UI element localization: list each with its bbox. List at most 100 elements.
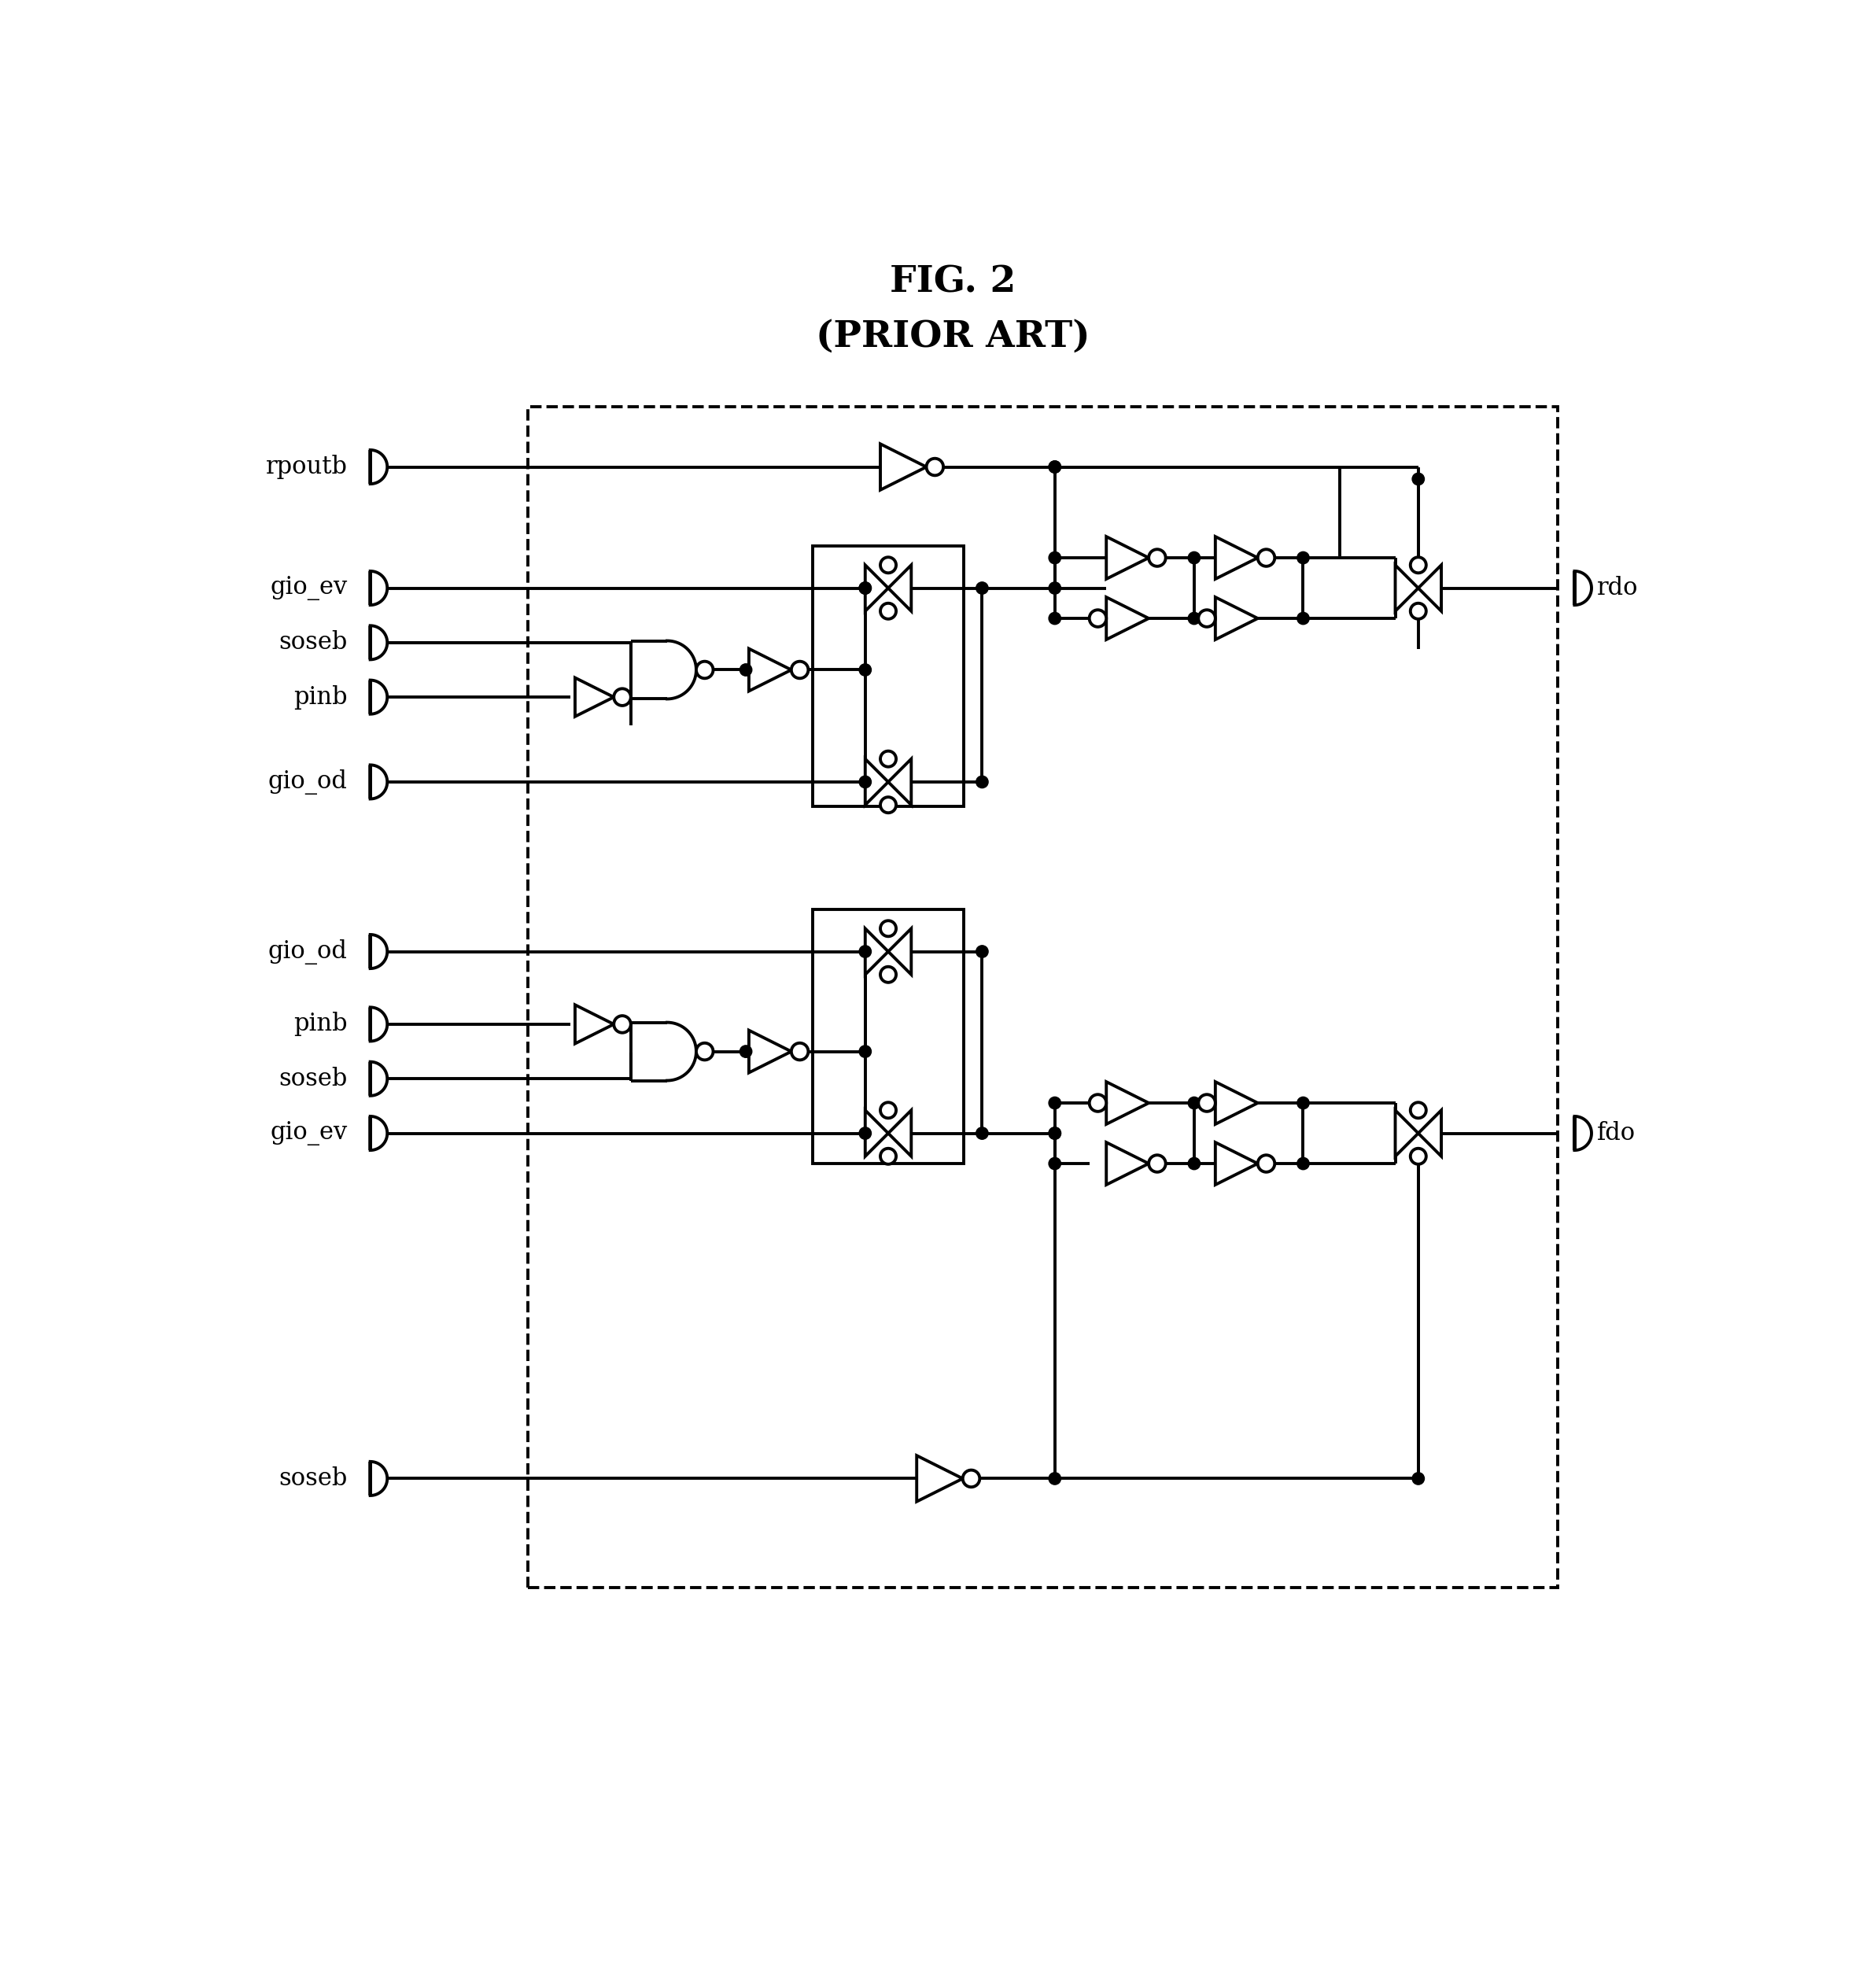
Circle shape — [1298, 1157, 1309, 1169]
Circle shape — [1298, 1097, 1309, 1109]
Text: gio_od: gio_od — [268, 769, 348, 795]
Circle shape — [1188, 1097, 1201, 1109]
Text: gio_od: gio_od — [268, 938, 348, 964]
Circle shape — [859, 946, 872, 958]
Text: pinb: pinb — [294, 686, 348, 710]
Circle shape — [1199, 610, 1216, 626]
Circle shape — [1411, 1149, 1426, 1165]
Polygon shape — [370, 1117, 387, 1151]
Polygon shape — [370, 571, 387, 604]
Circle shape — [881, 797, 896, 813]
Circle shape — [859, 582, 872, 594]
Polygon shape — [370, 680, 387, 714]
Text: soseb: soseb — [279, 1066, 348, 1091]
Circle shape — [1199, 1095, 1216, 1111]
Circle shape — [859, 1046, 872, 1058]
Circle shape — [695, 1044, 714, 1060]
Polygon shape — [864, 1109, 889, 1157]
Text: rpoutb: rpoutb — [266, 455, 348, 479]
Circle shape — [1413, 473, 1424, 485]
Circle shape — [613, 688, 630, 706]
Polygon shape — [1396, 1109, 1418, 1157]
Polygon shape — [370, 934, 387, 968]
Text: rdo: rdo — [1597, 577, 1638, 600]
Circle shape — [1048, 1097, 1061, 1109]
Circle shape — [881, 920, 896, 936]
Polygon shape — [916, 1455, 963, 1501]
Circle shape — [1089, 1095, 1106, 1111]
Polygon shape — [1418, 1109, 1441, 1157]
Polygon shape — [1106, 1081, 1149, 1123]
Circle shape — [881, 966, 896, 982]
Circle shape — [1048, 1473, 1061, 1485]
Text: soseb: soseb — [279, 630, 348, 654]
Polygon shape — [1216, 537, 1259, 579]
Circle shape — [1048, 582, 1061, 594]
Polygon shape — [1575, 571, 1591, 604]
Polygon shape — [1396, 565, 1418, 610]
Circle shape — [1413, 1473, 1424, 1485]
Polygon shape — [889, 759, 911, 805]
Polygon shape — [1216, 596, 1259, 640]
Circle shape — [859, 1127, 872, 1139]
Circle shape — [976, 582, 989, 594]
Text: FIG. 2: FIG. 2 — [890, 264, 1015, 300]
Polygon shape — [574, 678, 613, 716]
Circle shape — [695, 662, 714, 678]
Polygon shape — [749, 1030, 792, 1074]
Text: gio_ev: gio_ev — [270, 1121, 348, 1145]
Polygon shape — [889, 928, 911, 974]
Polygon shape — [370, 1461, 387, 1495]
Circle shape — [1048, 461, 1061, 473]
Text: soseb: soseb — [279, 1467, 348, 1491]
Circle shape — [881, 1103, 896, 1117]
Polygon shape — [1216, 1081, 1259, 1123]
Circle shape — [1048, 612, 1061, 624]
Polygon shape — [370, 1008, 387, 1042]
Circle shape — [1089, 610, 1106, 626]
Circle shape — [976, 1127, 989, 1139]
Polygon shape — [864, 759, 889, 805]
Circle shape — [1411, 602, 1426, 618]
Circle shape — [976, 775, 989, 787]
Circle shape — [740, 664, 751, 676]
Circle shape — [740, 1046, 751, 1058]
Circle shape — [1048, 1127, 1061, 1139]
Circle shape — [1259, 549, 1275, 567]
Text: pinb: pinb — [294, 1012, 348, 1036]
Text: fdo: fdo — [1597, 1121, 1636, 1145]
Polygon shape — [1216, 1143, 1259, 1185]
Polygon shape — [370, 626, 387, 660]
Polygon shape — [749, 648, 792, 692]
Circle shape — [976, 946, 989, 958]
Polygon shape — [1106, 537, 1149, 579]
Circle shape — [859, 775, 872, 787]
Circle shape — [881, 557, 896, 573]
Circle shape — [1149, 549, 1166, 567]
Circle shape — [1188, 612, 1201, 624]
Polygon shape — [881, 443, 926, 489]
Text: (PRIOR ART): (PRIOR ART) — [816, 318, 1089, 354]
Polygon shape — [864, 928, 889, 974]
Polygon shape — [370, 1062, 387, 1095]
Polygon shape — [1418, 565, 1441, 610]
Polygon shape — [1106, 1143, 1149, 1185]
Polygon shape — [1106, 596, 1149, 640]
Polygon shape — [370, 449, 387, 483]
Circle shape — [963, 1469, 980, 1487]
Polygon shape — [889, 565, 911, 610]
Circle shape — [1188, 553, 1201, 565]
Circle shape — [792, 662, 809, 678]
Polygon shape — [889, 1109, 911, 1157]
Circle shape — [1411, 557, 1426, 573]
Circle shape — [1298, 553, 1309, 565]
Polygon shape — [1575, 1117, 1591, 1151]
Circle shape — [881, 602, 896, 618]
Polygon shape — [370, 765, 387, 799]
Circle shape — [859, 664, 872, 676]
Circle shape — [926, 459, 943, 475]
Circle shape — [1048, 553, 1061, 565]
Circle shape — [1298, 612, 1309, 624]
Circle shape — [859, 582, 872, 594]
Circle shape — [1048, 1127, 1061, 1139]
